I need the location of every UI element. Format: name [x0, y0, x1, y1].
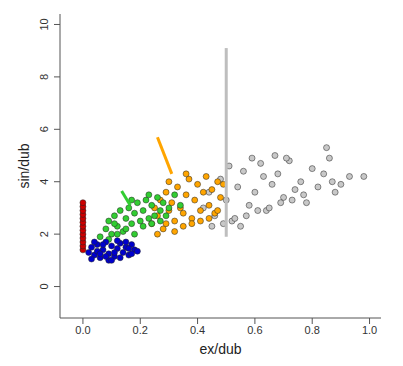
svg-text:4: 4 — [38, 179, 50, 185]
svg-text:1.0: 1.0 — [362, 324, 377, 336]
svg-text:10: 10 — [38, 18, 50, 30]
svg-text:0.0: 0.0 — [75, 324, 90, 336]
svg-text:0.6: 0.6 — [247, 324, 262, 336]
svg-text:0.4: 0.4 — [190, 324, 205, 336]
svg-text:0.2: 0.2 — [133, 324, 148, 336]
svg-text:0: 0 — [38, 283, 50, 289]
svg-text:ex/dub: ex/dub — [199, 341, 241, 357]
svg-text:6: 6 — [38, 126, 50, 132]
svg-text:sin/dub: sin/dub — [16, 143, 32, 188]
svg-text:0.8: 0.8 — [305, 324, 320, 336]
svg-text:8: 8 — [38, 74, 50, 80]
svg-text:2: 2 — [38, 231, 50, 237]
